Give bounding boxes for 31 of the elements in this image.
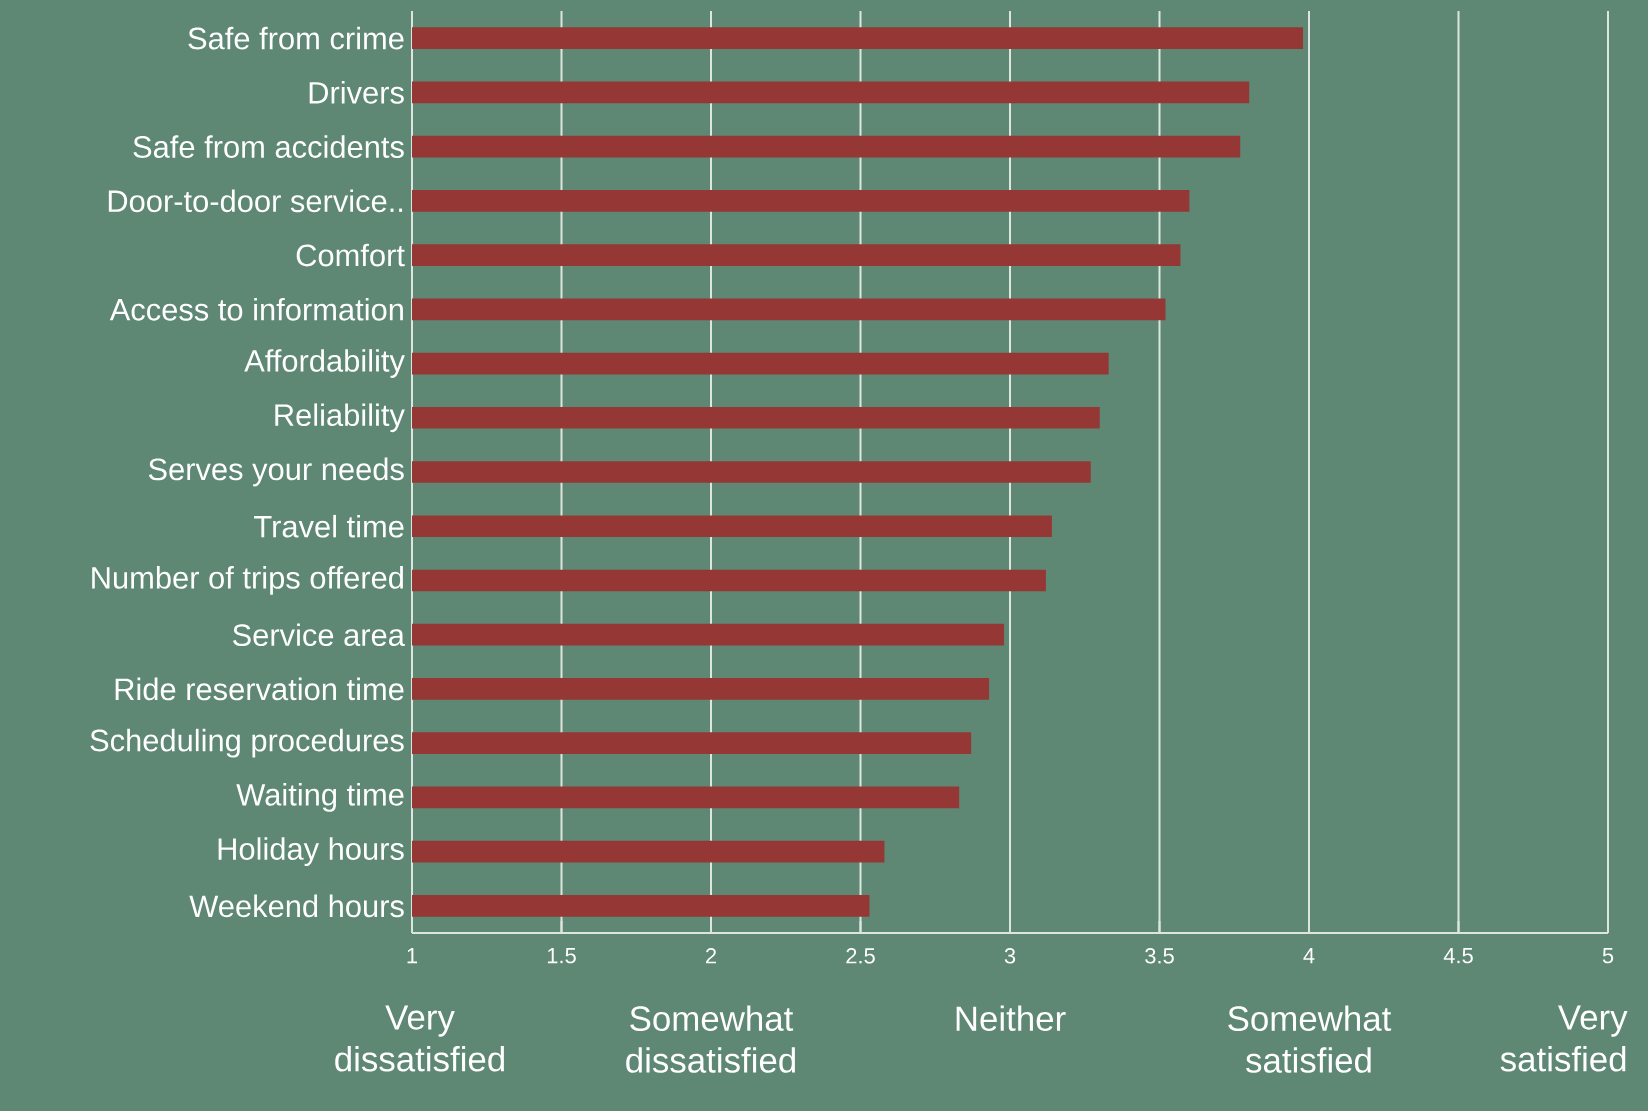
y-tick-label: Serves your needs [148, 457, 404, 487]
x-tick-label: 1 [407, 948, 418, 964]
text: Very satisfied [1500, 1005, 1628, 1072]
x-tick-label: 2.5 [846, 948, 875, 964]
x-tick-label: 3 [1004, 948, 1016, 964]
text: Neither [956, 1005, 1066, 1032]
x-tick-label: 4 [1303, 948, 1315, 964]
x-tick-label: 1.5 [547, 948, 576, 964]
y-tick-label: Weekend hours [189, 894, 404, 918]
text: Very dissatisfied [335, 1005, 504, 1072]
y-tick-label: Door-to-door service.. [108, 189, 403, 213]
x-tick-label: 2 [706, 948, 716, 964]
y-tick-label: Waiting time [236, 783, 404, 812]
y-tick-label: Reliability [275, 403, 405, 433]
text: Somewhat satisfied [1228, 1005, 1392, 1073]
y-tick-label: Scheduling procedures [90, 728, 404, 758]
y-tick-label: Comfort [296, 243, 405, 267]
y-tick-label: Number of trips offered [92, 566, 403, 595]
y-tick-label: Ride reservation time [115, 677, 404, 701]
y-tick-label: Holiday hours [218, 837, 404, 867]
x-tick-label: 3.5 [1145, 948, 1174, 964]
y-tick-label: Travel time [254, 514, 404, 538]
x-tick-label: 4.5 [1443, 948, 1473, 964]
text: Somewhat dissatisfied [626, 1005, 795, 1073]
y-tick-label: Safe from crime [188, 26, 404, 50]
y-tick-label: Access to information [109, 297, 403, 321]
y-tick-label: Service area [232, 623, 405, 647]
y-tick-label: Affordability [244, 349, 405, 378]
y-tick-label: Safe from accidents [133, 135, 404, 158]
x-tick-label: 5 [1602, 948, 1614, 964]
y-tick-label: Drivers [309, 81, 404, 104]
